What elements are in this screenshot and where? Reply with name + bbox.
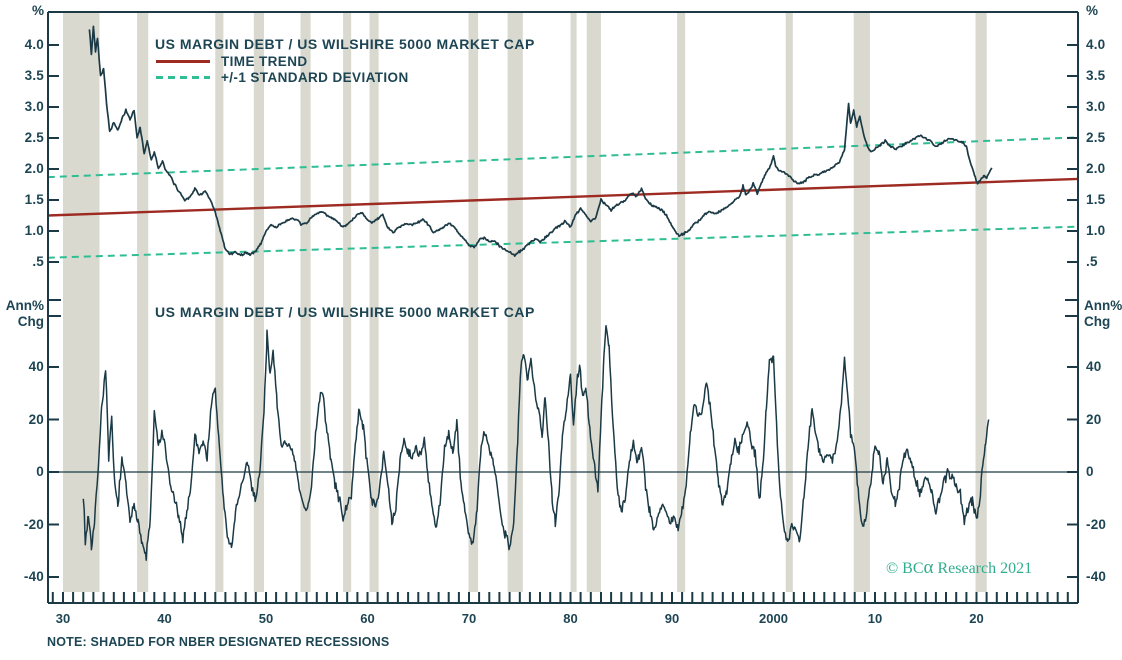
x-tick-label: 2000 xyxy=(759,611,788,626)
recession-band xyxy=(507,12,523,592)
std-deviation-legend-label: +/-1 STANDARD DEVIATION xyxy=(221,70,409,85)
recession-band xyxy=(785,12,793,592)
top-panel-y-tick-label: 3.5 xyxy=(1086,68,1106,83)
top-panel-y-tick-label: 1.5 xyxy=(1086,192,1106,207)
top-panel-y-tick-label: 1.0 xyxy=(1086,223,1106,238)
top-panel-title: US MARGIN DEBT / US WILSHIRE 5000 MARKET… xyxy=(155,36,535,52)
bottom-panel-y-tick-label: 20 xyxy=(1086,411,1102,427)
x-tick-label: 20 xyxy=(969,611,984,626)
bottom-panel-title: US MARGIN DEBT / US WILSHIRE 5000 MARKET… xyxy=(155,304,535,320)
bottom-panel-y-tick-label: 0 xyxy=(36,464,44,479)
top-panel-y-tick-label: 4.0 xyxy=(24,37,44,52)
x-tick-label: 10 xyxy=(867,611,883,626)
top-panel-y-tick-label: 3.0 xyxy=(24,99,44,114)
ann-pct-label: Ann% xyxy=(1084,298,1122,313)
recession-band xyxy=(137,12,149,592)
bottom-panel-y-tick-label: -40 xyxy=(1086,569,1107,584)
bottom-series-line xyxy=(82,324,990,561)
bottom-panel-y-tick-label: 40 xyxy=(28,359,44,374)
top-panel-y-unit-right: % xyxy=(1086,3,1099,18)
top-panel-y-tick-label: 3.0 xyxy=(1086,99,1106,114)
copyright-text: © BCα Research 2021 xyxy=(886,557,1033,578)
recession-band xyxy=(253,12,264,592)
bottom-panel-y-tick-label: -40 xyxy=(23,569,44,584)
recession-band xyxy=(300,12,311,592)
time-trend-swatch xyxy=(156,60,210,63)
bottom-panel-y-tick-label: 0 xyxy=(1086,464,1094,479)
time-trend-line xyxy=(47,177,1079,217)
bottom-panel-y-tick-label: 20 xyxy=(28,411,44,427)
std-dev-upper-line xyxy=(47,136,1079,179)
recession-band xyxy=(570,12,577,592)
x-tick-label: 60 xyxy=(360,611,375,626)
x-tick-label: 90 xyxy=(664,611,680,626)
chg-label: Chg xyxy=(1084,314,1111,329)
recession-band xyxy=(468,12,479,592)
top-panel-y-tick-label: 2.5 xyxy=(1086,130,1106,145)
recession-band xyxy=(63,12,100,592)
top-panel-y-tick-label: 3.5 xyxy=(24,68,44,83)
x-tick-label: 70 xyxy=(461,611,477,626)
top-panel-y-tick-label: 1.0 xyxy=(24,223,44,238)
top-panel-y-tick-label: .5 xyxy=(32,254,44,269)
recession-band xyxy=(853,12,870,592)
recession-band xyxy=(343,12,352,592)
std-dev-lower-line xyxy=(47,225,1079,259)
x-tick-label: 50 xyxy=(258,611,274,626)
recession-band xyxy=(975,12,987,592)
x-tick-label: 80 xyxy=(563,611,578,626)
recession-band xyxy=(215,12,224,592)
std-deviation-swatch xyxy=(156,76,210,79)
recession-band xyxy=(369,12,379,592)
copyright-prefix: © BC xyxy=(886,560,924,577)
recession-band xyxy=(586,12,601,592)
bottom-panel-y-tick-label: -20 xyxy=(23,516,44,532)
top-panel-y-unit-left: % xyxy=(31,3,44,18)
top-series-line xyxy=(88,25,993,257)
x-tick-label: 30 xyxy=(55,611,71,626)
bottom-panel-y-tick-label: 40 xyxy=(1086,359,1102,374)
top-panel-y-tick-label: 1.5 xyxy=(24,192,44,207)
top-panel-y-tick-label: 4.0 xyxy=(1086,37,1106,52)
bca-alpha-glyph: α xyxy=(923,557,934,578)
x-tick-label: 40 xyxy=(157,611,172,626)
ann-pct-label: Ann% xyxy=(5,298,44,313)
top-panel-y-tick-label: 2.5 xyxy=(24,130,44,145)
copyright-suffix: Research 2021 xyxy=(933,560,1033,577)
recession-band xyxy=(677,12,686,592)
top-panel-y-tick-label: 2.0 xyxy=(1086,161,1106,176)
chg-label: Chg xyxy=(17,314,44,329)
time-trend-legend-label: TIME TREND xyxy=(221,54,308,69)
top-panel-y-tick-label: 2.0 xyxy=(24,161,44,176)
bottom-panel-y-unit-right: Ann% Chg xyxy=(1084,298,1122,330)
top-panel-y-tick-label: .5 xyxy=(1086,254,1098,269)
footnote: NOTE: SHADED FOR NBER DESIGNATED RECESSI… xyxy=(47,635,390,649)
bottom-panel-y-unit-left: Ann% Chg xyxy=(0,298,44,330)
bottom-panel-y-tick-label: -20 xyxy=(1086,516,1107,532)
